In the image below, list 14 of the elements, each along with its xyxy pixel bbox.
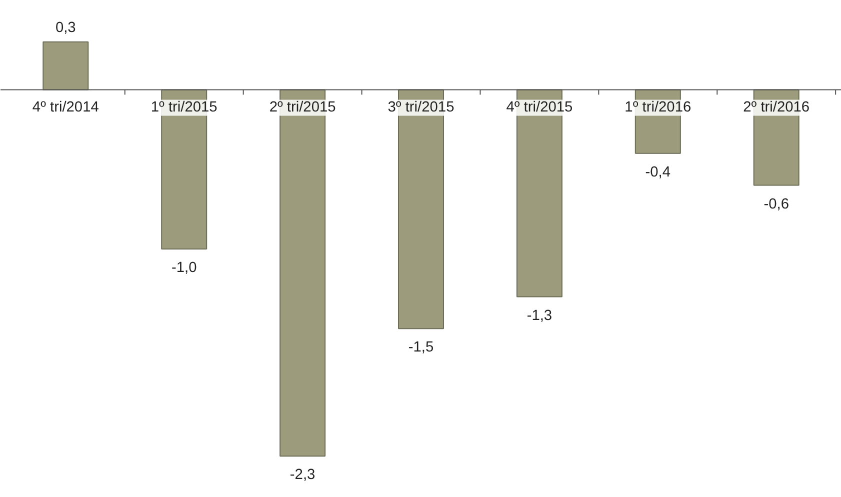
x-tick-label: 2º tri/2016 — [743, 100, 810, 116]
data-label: -1,5 — [408, 340, 434, 356]
data-label: -1,0 — [171, 260, 197, 276]
x-tick-label: 4º tri/2014 — [32, 100, 99, 116]
x-tick-label: 1º tri/2016 — [624, 100, 692, 116]
x-tick-label: 4º tri/2015 — [506, 100, 573, 116]
data-label: -0,6 — [764, 196, 789, 212]
data-label: -2,3 — [290, 467, 316, 484]
data-label: -1,3 — [526, 308, 552, 324]
x-tick-label: 2º tri/2015 — [269, 100, 336, 116]
x-tick-label: 3º tri/2015 — [388, 100, 454, 116]
data-label: 0,3 — [55, 20, 76, 36]
x-tick-label: 1º tri/2015 — [150, 100, 218, 116]
data-label: -0,4 — [645, 164, 671, 180]
